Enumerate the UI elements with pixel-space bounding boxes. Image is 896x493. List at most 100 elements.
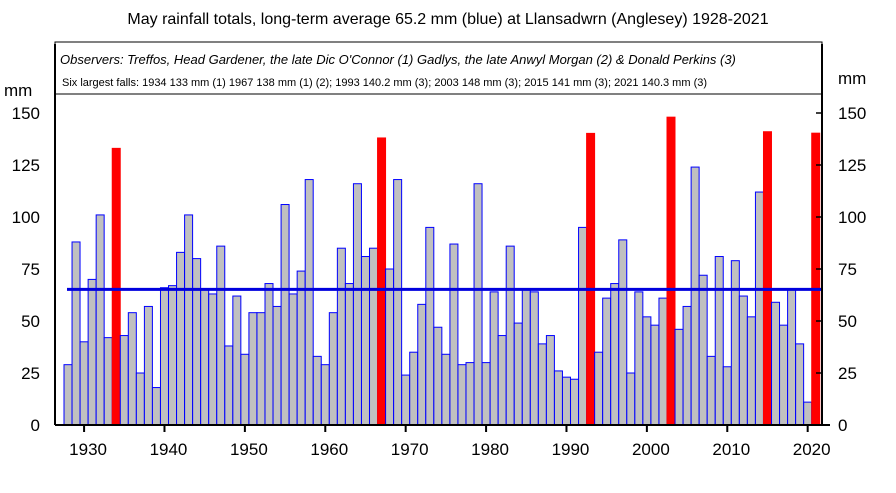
x-tick-label: 2000 (632, 440, 670, 459)
bar-2007 (698, 274, 708, 426)
bar-highlight-1934 (111, 147, 121, 426)
bar-1948 (224, 345, 234, 426)
bar-1996 (610, 283, 620, 426)
bar-1950 (240, 353, 250, 426)
x-tick-label: 1970 (391, 440, 429, 459)
bar-2004 (674, 328, 684, 426)
bar-1992 (578, 226, 588, 426)
bar-1966 (369, 247, 379, 426)
x-tick-label: 1980 (471, 440, 509, 459)
bar-1975 (441, 353, 451, 426)
bar-1945 (200, 289, 210, 426)
bar-2009 (714, 256, 724, 426)
y-tick-label-right: 50 (838, 312, 857, 331)
y-tick-label-left: 150 (12, 104, 40, 123)
x-tick-label: 1960 (310, 440, 348, 459)
bar-highlight-2015 (762, 131, 772, 426)
bar-1999 (634, 291, 644, 426)
bar-2001 (650, 324, 660, 426)
bar-1968 (385, 268, 395, 426)
bar-1953 (264, 283, 274, 426)
bar-1971 (409, 351, 419, 426)
bar-1941 (168, 285, 178, 426)
bar-1997 (618, 239, 628, 426)
x-tick-label: 1930 (69, 440, 107, 459)
bar-1956 (288, 293, 298, 426)
bar-1951 (248, 312, 258, 426)
bar-2010 (722, 366, 732, 426)
y-tick-label-left: 25 (21, 364, 40, 383)
bar-2017 (779, 324, 789, 426)
y-tick-label-left: 50 (21, 312, 40, 331)
bar-1955 (280, 204, 290, 426)
x-tick-label: 1950 (230, 440, 268, 459)
bar-1952 (256, 312, 266, 426)
bar-1990 (561, 376, 571, 426)
x-tick-label: 2020 (793, 440, 831, 459)
bar-1986 (529, 291, 539, 426)
bar-1933 (103, 337, 113, 426)
y-tick-label-left: 0 (31, 416, 40, 435)
bar-1930 (79, 341, 89, 426)
bar-1974 (433, 326, 443, 426)
bar-1962 (336, 247, 346, 426)
bar-1979 (473, 183, 483, 426)
y-tick-label-right: 75 (838, 260, 857, 279)
bar-2000 (642, 316, 652, 426)
chart-title: May rainfall totals, long-term average 6… (127, 11, 768, 28)
bar-1959 (312, 355, 322, 426)
x-tick-label: 2010 (712, 440, 750, 459)
bar-highlight-2021 (811, 132, 821, 426)
bar-1987 (537, 343, 547, 426)
bar-2018 (787, 289, 797, 426)
bar-1980 (481, 362, 491, 426)
bar-1960 (320, 364, 330, 426)
bar-1954 (272, 305, 282, 426)
bar-1981 (489, 291, 499, 426)
bar-1982 (497, 335, 507, 426)
bar-1972 (417, 303, 427, 426)
bar-1939 (151, 387, 161, 426)
y-tick-label-left: 75 (21, 260, 40, 279)
bar-1989 (553, 370, 563, 426)
bar-1936 (127, 312, 137, 426)
bar-1984 (513, 322, 523, 426)
observers-note: Observers: Treffos, Head Gardener, the l… (60, 52, 736, 67)
largest-falls-note: Six largest falls: 1934 133 mm (1) 1967 … (62, 77, 707, 89)
bar-1942 (176, 251, 186, 426)
bar-1937 (135, 372, 145, 426)
y-axis-label-right: mm (838, 69, 866, 88)
y-tick-label-right: 0 (838, 416, 847, 435)
bar-2002 (658, 297, 668, 426)
bar-1970 (401, 374, 411, 426)
y-tick-label-right: 125 (838, 156, 866, 175)
bar-1965 (360, 256, 370, 426)
bar-1958 (304, 179, 314, 426)
y-tick-label-right: 100 (838, 208, 866, 227)
bar-1969 (393, 179, 403, 426)
observers-box (54, 41, 823, 95)
bar-1932 (95, 214, 105, 426)
bar-1943 (184, 214, 194, 426)
bar-2016 (771, 301, 781, 426)
bar-1963 (344, 283, 354, 426)
bar-2008 (706, 355, 716, 426)
bar-1957 (296, 270, 306, 426)
y-tick-label-right: 150 (838, 104, 866, 123)
bar-1998 (626, 372, 636, 426)
bar-1961 (328, 312, 338, 426)
bar-highlight-1993 (586, 132, 596, 426)
bar-2013 (746, 316, 756, 426)
bar-1938 (143, 305, 153, 426)
bar-1947 (216, 245, 226, 426)
y-tick-label-left: 100 (12, 208, 40, 227)
bar-1991 (570, 378, 580, 426)
bar-1988 (545, 335, 555, 426)
bar-highlight-2003 (666, 116, 676, 426)
bar-2005 (682, 305, 692, 426)
bar-1964 (352, 183, 362, 426)
y-tick-label-right: 25 (838, 364, 857, 383)
x-tick-label: 1990 (552, 440, 590, 459)
bar-2006 (690, 166, 700, 426)
bar-1949 (232, 295, 242, 426)
